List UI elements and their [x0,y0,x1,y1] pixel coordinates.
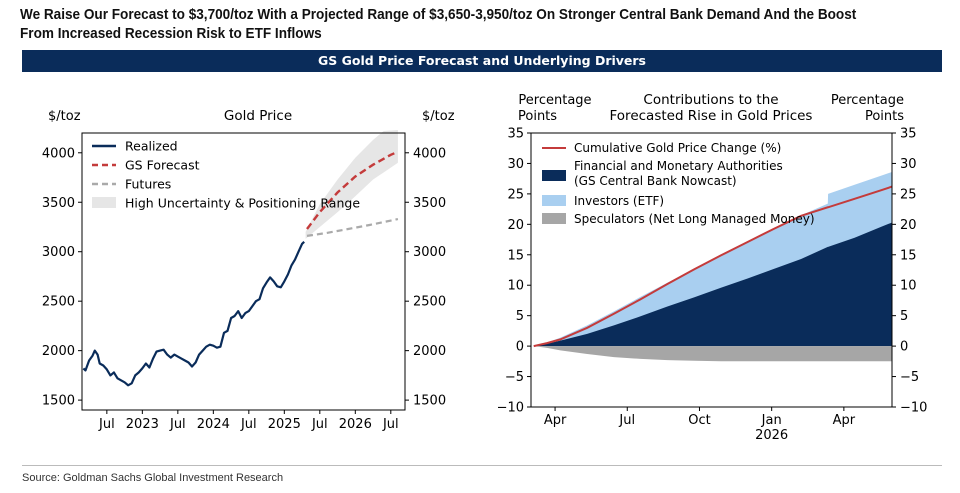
plot-frame [530,132,893,408]
legend-label: GS Forecast [125,158,200,173]
y-tick-label: −5 [505,370,524,385]
x-tick-label: Jul [98,417,115,432]
speculators-area [533,346,892,362]
left-axis-label: Percentage [518,93,591,108]
gold-price-chart: $/toz Gold Price $/toz 1500 1500 2000 2000 2500… [42,108,455,432]
x-tick-label: Jul [240,417,257,432]
legend-swatch [542,170,566,181]
y-tick-label: 30 [507,157,524,172]
y-tick-label: 2000 [413,344,446,359]
y-tick-label: 30 [900,157,917,172]
realized-line [82,241,305,387]
y-tick-label: 3000 [413,245,446,260]
gold-price-legend: Realized GS Forecast Futures High Uncertain… [92,139,360,211]
y-tick-label: 4000 [42,146,75,161]
y-tick-label: 15 [900,248,917,263]
left-axis-label: Points [518,109,557,124]
chart-title: Forecasted Rise in Gold Prices [610,108,813,124]
source-note: Source: Goldman Sachs Global Investment … [22,472,284,484]
y-tick-label: 25 [900,187,917,202]
y-tick-label: 2500 [42,295,75,310]
x-tick-label: 2023 [126,417,159,432]
y-tick-label: 15 [507,248,524,263]
legend-label: High Uncertainty & Positioning Range [125,196,360,211]
legend-label: Speculators (Net Long Managed Money) [574,212,815,226]
y-tick-label: 25 [507,187,524,202]
x-tick-label: Apr [833,413,856,428]
y-tick-label: 2500 [413,295,446,310]
legend-label: Realized [125,139,178,154]
y-tick-label: 1500 [42,394,75,409]
legend-label: Financial and Monetary Authorities [574,159,783,173]
chart-banner: GS Gold Price Forecast and Underlying Dr… [22,50,942,72]
y-tick-label: 4000 [413,146,446,161]
x-tick-label: Oct [688,413,710,428]
x-tick-label: Apr [544,413,567,428]
y-tick-label: 20 [900,218,917,233]
legend-swatch [542,213,566,224]
y-tick-label: 35 [507,127,524,142]
futures-line [306,218,399,237]
y-tick-label: −5 [900,370,919,385]
y-tick-label: 2000 [42,344,75,359]
y-tick-label: −10 [497,401,524,416]
y-tick-label: 0 [900,340,908,355]
left-axis-label: $/toz [48,109,81,124]
uncertainty-band [305,130,398,239]
chart-title: Gold Price [224,108,292,124]
x-tick-label: 2025 [268,417,301,432]
y-tick-label: 0 [516,340,524,355]
x-tick-label: Jul [311,417,328,432]
y-tick-label: 20 [507,218,524,233]
central-bank-area [533,222,892,347]
x-tick-label: Jul [382,417,399,432]
y-tick-label: 10 [507,279,524,294]
y-tick-label: 10 [900,279,917,294]
y-tick-label: 1500 [413,394,446,409]
legend-swatch [92,197,116,208]
y-tick-label: 3000 [42,245,75,260]
forecast-line [306,150,399,230]
right-axis-label: $/toz [422,109,455,124]
x-tick-label: 2024 [197,417,230,432]
y-tick-label: 35 [900,127,917,142]
x-tick-label: 2026 [339,417,372,432]
divider [22,465,942,466]
y-tick-label: −10 [900,401,927,416]
legend-label: (GS Central Bank Nowcast) [574,174,737,188]
contributions-legend: Cumulative Gold Price Change (%) Financia… [542,141,815,226]
legend-label: Cumulative Gold Price Change (%) [574,141,781,155]
chart-title: Contributions to the [643,92,778,108]
legend-label: Investors (ETF) [574,194,664,208]
plot-frame [81,132,406,411]
right-axis-label: Percentage [831,93,904,108]
x-tick-label: Jul [169,417,186,432]
x-tick-label: Jan [761,413,782,428]
y-tick-label: 3500 [413,196,446,211]
y-tick-label: 5 [900,309,908,324]
legend-swatch [542,195,566,206]
legend-label: Futures [125,177,171,192]
x-year-label: 2026 [755,428,788,443]
headline: We Raise Our Forecast to $3,700/toz With… [20,7,857,42]
cumulative-change-line [533,185,893,348]
y-tick-label: 5 [516,309,524,324]
y-tick-label: 3500 [42,196,75,211]
right-axis-label: Points [865,109,904,124]
x-tick-label: Jul [618,413,635,428]
